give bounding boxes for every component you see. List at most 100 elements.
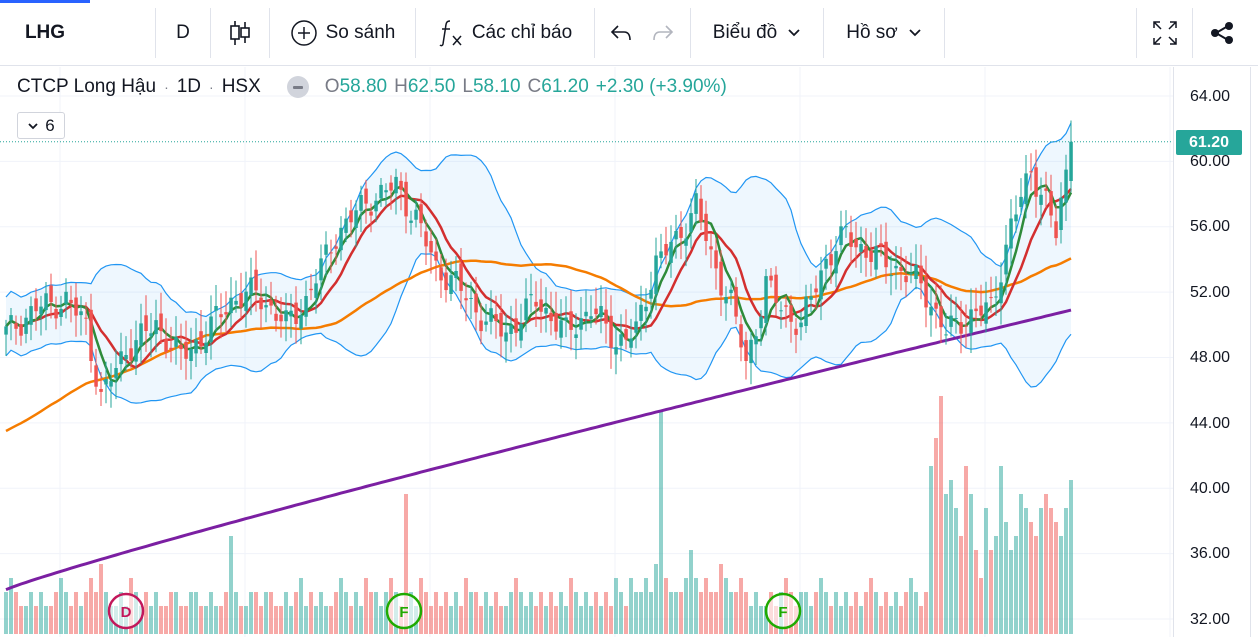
volume-bar [944,494,948,634]
volume-bar [599,606,603,634]
price-tick: 60.00 [1190,153,1231,170]
volume-bar [1004,522,1008,634]
volume-bar [1059,536,1063,634]
scrollbar[interactable] [1250,67,1258,637]
volume-bar [284,592,288,634]
candle-body [84,317,88,319]
chart-style-button[interactable] [211,6,269,60]
candle-body [94,365,98,387]
candle-body [69,299,73,304]
candle-body [564,317,568,321]
volume-bar [1064,508,1068,634]
candle-body [719,261,723,296]
candle-body [549,312,553,322]
volume-bar [479,606,483,634]
chart-type-dropdown[interactable]: Biểu đồ [691,6,823,60]
candle-body [869,250,873,262]
candle-body [609,315,613,348]
redo-button[interactable] [642,6,684,60]
candle-body [244,291,248,311]
candle-body [269,300,273,306]
candle-body [594,308,598,315]
candle-body [319,258,323,281]
hide-legend-toggle[interactable] [286,76,309,98]
volume-bar [549,592,553,634]
volume-bar [224,592,228,634]
candle-body [554,312,558,332]
candle-body [119,351,123,365]
candle-body [844,226,848,228]
volume-bar [644,578,648,634]
compare-button[interactable]: So sánh [270,6,415,60]
candle-body [759,316,763,329]
interval-button[interactable]: D [156,6,210,60]
candle-body [369,211,373,216]
candle-body [889,275,893,277]
volume-bar [179,606,183,634]
candle-body [619,334,623,346]
candle-body [534,301,538,307]
ma-purple-line [5,308,1072,591]
symbol-search-button[interactable]: LHG [0,6,90,60]
candle-body [444,272,448,291]
candle-body [379,184,383,199]
candle-body [539,299,543,312]
candle-body [424,231,428,247]
fullscreen-button[interactable] [1137,6,1192,60]
share-button[interactable] [1193,6,1251,60]
volume-bar [959,536,963,634]
earnings-marker[interactable] [764,592,802,630]
candle-body [504,332,508,342]
candle-body [89,309,93,361]
candle-body [239,293,243,308]
chart-type-label: Biểu đồ [712,22,778,43]
price-tick: 56.00 [1190,218,1231,235]
candle-body [709,246,713,250]
candle-body [784,305,788,307]
volume-bar [469,592,473,634]
dividend-marker[interactable] [107,592,145,630]
volume-bar [624,606,628,634]
volume-bar [679,592,683,634]
volume-bar [504,606,508,634]
indicators-button[interactable]: Các chỉ báo [416,6,594,60]
volume-bar [324,606,328,634]
exchange-label: HSX [221,76,261,97]
candle-body [114,368,118,379]
candle-body [954,318,958,319]
profile-dropdown[interactable]: Hồ sơ [824,6,944,60]
volume-bar [899,606,903,634]
candle-body [1054,221,1058,239]
candle-body [944,334,948,336]
volume-bar [554,606,558,634]
candle-body [1069,141,1073,181]
candle-body [104,379,108,385]
candle-body [989,297,993,299]
candle-body [329,252,333,254]
divider [269,8,270,58]
volume-bar [564,606,568,634]
candle-body [264,305,268,308]
candle-body [1029,171,1033,173]
candle-body [914,265,918,279]
candle-body [384,190,388,193]
undo-button[interactable] [600,6,642,60]
volume-bar [304,606,308,634]
candle-body [309,288,313,291]
candle-body [1049,191,1053,216]
volume-bar [44,606,48,634]
volume-bar [809,606,813,634]
candle-body [299,314,303,329]
open-key: O [324,76,340,97]
candle-body [219,314,223,318]
indicators-collapse-button[interactable]: 6 [17,112,65,139]
volume-bar [474,592,478,634]
ma-red-line [5,188,1072,369]
candle-body [754,336,758,345]
candle-body [639,304,643,321]
candle-body [864,245,868,258]
active-tab-indicator [0,0,90,3]
earnings-marker[interactable] [385,592,423,630]
